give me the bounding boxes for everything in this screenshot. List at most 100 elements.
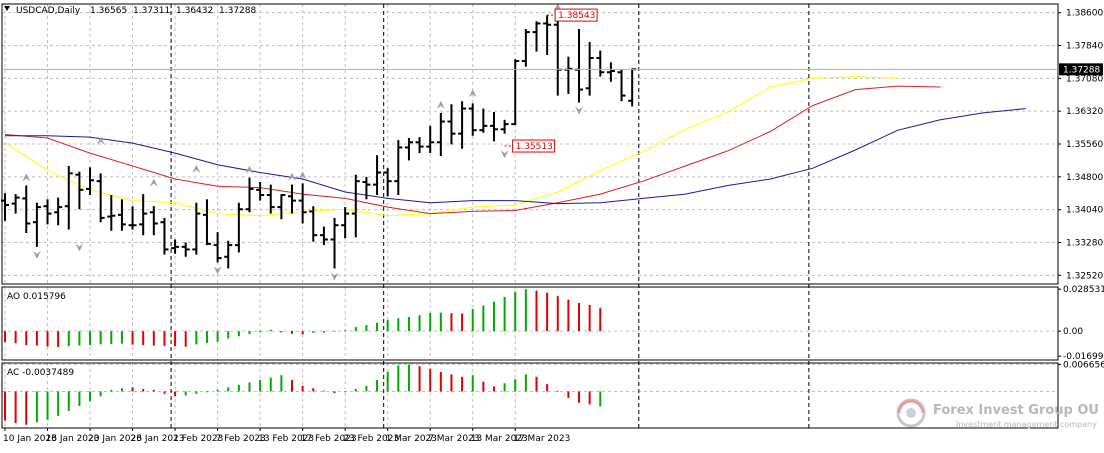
ohlc-bar xyxy=(489,112,498,142)
moving-averages xyxy=(4,76,1026,217)
ao-tick-label: 0.00 xyxy=(1063,327,1083,337)
date-label: 13 Mar 2023 xyxy=(471,434,528,444)
watermark-tagline: Investment management company xyxy=(956,420,1097,429)
ohlc-bar xyxy=(479,108,488,133)
price-tick-label: 1.34800 xyxy=(1066,173,1103,183)
ohlc-bar xyxy=(575,29,584,103)
fractal-down-icon xyxy=(500,150,509,159)
ohlc-bar xyxy=(43,199,52,225)
date-label: 7 Mar 2023 xyxy=(428,434,479,444)
ohlc-bar xyxy=(362,176,371,200)
ohlc-bar xyxy=(511,59,520,126)
ohlc-bar xyxy=(213,232,222,263)
price-tick-label: 1.34040 xyxy=(1066,206,1103,216)
ohlc-bar xyxy=(543,15,552,55)
watermark: Forex Invest Group OU Investment managem… xyxy=(896,398,1099,429)
ohlc-bar xyxy=(436,112,445,157)
ao-label: AO 0.015796 xyxy=(7,292,66,302)
ohlc-bar xyxy=(447,104,456,145)
ma-red-line xyxy=(4,85,941,215)
ohlc-bar xyxy=(404,137,413,161)
ohlc-bar xyxy=(224,240,233,269)
ac-panel xyxy=(1,362,1059,429)
fractal-down-icon xyxy=(32,250,41,259)
fractal-down-icon xyxy=(575,106,584,115)
price-tick-label: 1.36320 xyxy=(1066,107,1103,117)
ac-histogram xyxy=(4,364,602,425)
price-bars xyxy=(1,15,637,269)
price-tick-label: 1.35560 xyxy=(1066,140,1103,150)
period-separators xyxy=(170,4,810,428)
ohlc-bar xyxy=(32,202,41,247)
fractal-up-icon xyxy=(96,136,105,145)
ohlc-bar xyxy=(54,197,63,226)
ohlc-bar xyxy=(415,137,424,154)
ohlc-bar xyxy=(64,166,73,230)
ac-tick-label: 0.006656 xyxy=(1063,360,1104,370)
date-label: 7 Feb 2023 xyxy=(216,434,266,444)
date-label: 17 Mar 2023 xyxy=(513,434,570,444)
fractal-up-icon xyxy=(436,100,445,109)
fractal-up-icon xyxy=(149,178,158,187)
ohlc-bar xyxy=(500,119,509,134)
ohlc-high: 1.37311 xyxy=(133,6,170,16)
ohlc-bar xyxy=(426,125,435,154)
fractal-down-icon xyxy=(213,266,222,275)
ohlc-bar xyxy=(341,207,350,239)
ohlc-bar xyxy=(277,193,286,220)
panel-frames xyxy=(1,3,1059,429)
ao-panel xyxy=(1,286,1059,361)
ohlc-bar xyxy=(181,242,190,257)
ao-histogram xyxy=(4,289,602,348)
fractal-up-icon xyxy=(468,89,477,98)
ohlc-bar xyxy=(606,62,615,82)
ohlc-bar xyxy=(245,177,254,213)
date-label: 17 Feb 2023 xyxy=(301,434,357,444)
fractal-down-icon xyxy=(330,272,339,281)
ohlc-bar xyxy=(298,183,307,224)
ohlc-bar xyxy=(288,184,297,214)
current-price-label: 1.37288 xyxy=(1063,65,1100,75)
price-tick-label: 1.33280 xyxy=(1066,239,1103,249)
ohlc-bar xyxy=(234,202,243,253)
ohlc-bar xyxy=(128,206,137,230)
annotation-label: 1.35513 xyxy=(516,142,553,152)
ohlc-bar xyxy=(107,194,116,231)
ohlc-bar xyxy=(596,50,605,77)
ohlc-close: 1.37288 xyxy=(219,6,256,16)
fractal-up-icon xyxy=(298,171,307,180)
ohlc-bar xyxy=(617,69,626,102)
grid-layer xyxy=(2,4,1058,428)
fractal-up-icon xyxy=(245,165,254,174)
annotation-label: 1.38543 xyxy=(558,11,595,21)
watermark-logo-icon xyxy=(896,398,926,428)
ohlc-bar xyxy=(75,171,84,210)
ohlc-bar xyxy=(468,103,477,136)
ohlc-bar xyxy=(192,202,201,255)
date-label: 13 Feb 2023 xyxy=(258,434,314,444)
chart-title: USDCAD,Daily xyxy=(16,6,81,16)
ohlc-bar xyxy=(96,173,105,223)
date-label: 10 Jan 2023 xyxy=(3,434,57,444)
ohlc-bar xyxy=(117,199,126,231)
ohlc-bar xyxy=(553,16,562,96)
ohlc-bar xyxy=(22,185,31,234)
price-tick-label: 1.37080 xyxy=(1066,74,1103,84)
date-label: 16 Jan 2023 xyxy=(46,434,100,444)
ohlc-bar xyxy=(266,184,275,214)
ohlc-bar xyxy=(11,194,20,214)
ma-blue-line xyxy=(5,108,1026,205)
ohlc-bar xyxy=(585,42,594,96)
ohlc-bar xyxy=(149,206,158,236)
price-tick-label: 1.38600 xyxy=(1066,9,1103,19)
ao-tick-label: 0.028531 xyxy=(1063,285,1104,295)
ohlc-bar xyxy=(564,56,573,94)
fractal-up-icon xyxy=(22,173,31,182)
ohlc-bar xyxy=(532,21,541,52)
chart-collapse-icon[interactable] xyxy=(4,6,10,11)
date-label: 1 Mar 2023 xyxy=(386,434,437,444)
ohlc-bar xyxy=(139,194,148,236)
ohlc-bar xyxy=(171,239,180,254)
